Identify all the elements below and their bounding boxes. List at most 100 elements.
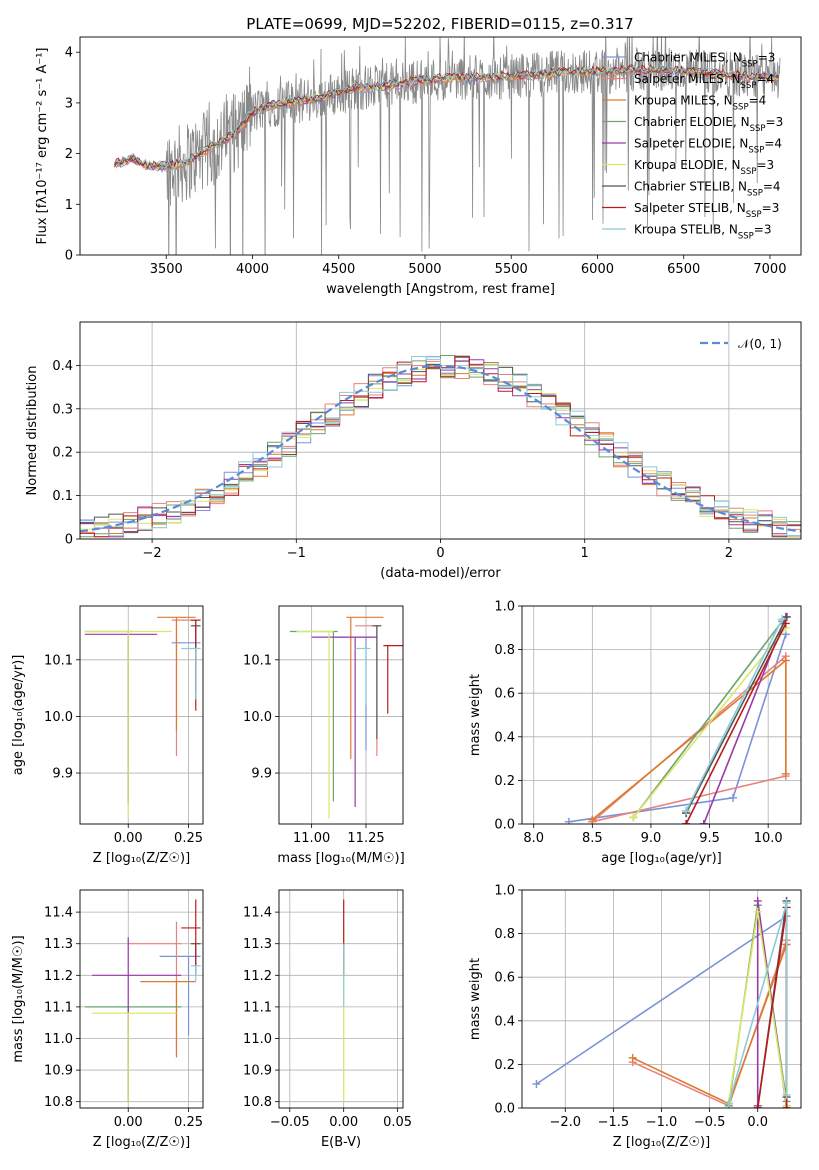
- legend-label: Chabrier ELODIE, NSSP=3: [634, 115, 783, 134]
- y-tick-label: 0.2: [52, 446, 73, 461]
- y-tick-label: 9.9: [52, 767, 73, 782]
- weight-marker: [564, 817, 573, 824]
- x-tick-label: 3500: [150, 262, 183, 277]
- axes-frame: [79, 889, 204, 1109]
- x-tick-label: 8.0: [523, 831, 544, 846]
- y-tick-label: 11.1: [243, 1000, 272, 1015]
- legend-label-subscript: SSP: [733, 103, 749, 113]
- axes-weight_vs_Z: −2.0 −1.5 −1.0 −0.5 0.0 0.0 0.2 0.4 0.6 0.8 1.0 Z […: [468, 884, 802, 1150]
- grid-lines: [80, 322, 801, 540]
- x-tick-label: −2: [143, 546, 162, 561]
- x-tick-label: 6000: [581, 262, 614, 277]
- y-tick-label: 11.3: [243, 937, 272, 952]
- x-axis-label: age [log₁₀(age/yr)]: [601, 851, 722, 866]
- weight-marker: [781, 619, 790, 628]
- axes-frame: [521, 889, 802, 1109]
- y-axis-label: mass [log₁₀(M/M☉)]: [11, 935, 26, 1062]
- legend-label-subscript: SSP: [741, 81, 757, 91]
- weight-marker: [782, 1090, 791, 1099]
- weight-marker: [782, 899, 791, 908]
- plot-area: [84, 899, 201, 1102]
- legend-label-suffix: =3: [758, 51, 776, 65]
- y-axis-label: mass weight: [468, 958, 483, 1040]
- axes-frame: [278, 605, 404, 825]
- y-tick-label: 10.8: [44, 1095, 73, 1110]
- plot-area: [564, 612, 791, 824]
- x-tick-label: 1: [581, 546, 589, 561]
- y-tick-label: 0: [65, 249, 73, 264]
- x-axis-label: mass [log₁₀(M/M☉)]: [277, 851, 404, 866]
- y-tick-label: 11.0: [44, 1032, 73, 1047]
- x-tick-label: 6500: [667, 262, 700, 277]
- x-tick-label: 10.0: [754, 831, 783, 846]
- y-axis-label: Flux [fλ10⁻¹⁷ erg cm⁻² s⁻¹ A⁻¹]: [35, 48, 50, 245]
- legend-label-gaussian: 𝒩(0, 1): [738, 337, 782, 351]
- y-tick-label: 0.2: [494, 1058, 515, 1073]
- weight-marker: [682, 820, 691, 824]
- y-tick-label: 9.9: [251, 767, 272, 782]
- weight-line: [685, 623, 787, 824]
- plot-area: [289, 616, 403, 819]
- grid-lines: [279, 890, 403, 1108]
- axes-spectrum: 3500 4000 4500 5000 5500 6000 6500 7000 0 1 2 3 4 wav…: [35, 36, 802, 297]
- weight-marker: [782, 1104, 791, 1108]
- x-tick-label: 7000: [753, 262, 786, 277]
- spectrum-model-line: [114, 63, 780, 170]
- x-tick-label: 0: [436, 546, 444, 561]
- weight-line: [591, 658, 787, 821]
- y-tick-label: 10.9: [44, 1064, 73, 1079]
- legend-label-suffix: =4: [749, 94, 767, 108]
- weight-marker: [588, 815, 597, 824]
- axes-mass_vs_ebv: −0.05 0.00 0.05 10.8 10.9 11.0 11.1 11.2 11.3 11.…: [243, 889, 412, 1150]
- x-tick-label: 5000: [408, 262, 441, 277]
- axes-frame: [79, 36, 802, 256]
- y-tick-label: 10.8: [243, 1095, 272, 1110]
- y-tick-label: 1.0: [494, 884, 515, 899]
- legend-label: Kroupa ELODIE, NSSP=3: [634, 158, 774, 177]
- y-tick-label: 0.6: [494, 971, 515, 986]
- y-tick-label: 0.4: [494, 1014, 515, 1029]
- x-tick-label: 9.0: [641, 831, 662, 846]
- y-tick-label: 2: [65, 147, 73, 162]
- x-tick-label: 9.5: [699, 831, 720, 846]
- y-tick-label: 0.4: [52, 359, 73, 374]
- axes-frame: [79, 321, 802, 540]
- legend-label: Salpeter ELODIE, NSSP=4: [634, 137, 782, 156]
- weight-marker: [753, 1104, 762, 1108]
- weight-marker: [682, 806, 691, 815]
- y-tick-label: 11.4: [243, 906, 272, 921]
- histogram-step: [80, 356, 801, 537]
- x-tick-label: 0.05: [383, 1115, 412, 1130]
- weight-marker: [782, 612, 791, 621]
- y-tick-label: 0.8: [494, 927, 515, 942]
- weight-marker: [628, 1053, 637, 1062]
- x-tick-label: 0.0: [747, 1115, 768, 1130]
- y-tick-label: 10.1: [243, 653, 272, 668]
- y-tick-label: 1.0: [494, 600, 515, 615]
- weight-marker: [629, 813, 638, 822]
- plot-area: [84, 616, 201, 819]
- x-tick-label: −0.05: [270, 1115, 310, 1130]
- x-tick-label: 8.5: [582, 831, 603, 846]
- legend-label-subscript: SSP: [748, 146, 764, 156]
- legend-label-suffix: =4: [756, 72, 774, 86]
- legend-label: Salpeter STELIB, NSSP=3: [634, 201, 779, 220]
- spectrum-data-line: [114, 37, 781, 255]
- legend-label-suffix: =3: [762, 201, 780, 215]
- y-tick-label: 11.4: [44, 906, 73, 921]
- y-axis-label: age [log₁₀(age/yr)]: [11, 655, 26, 776]
- weight-marker: [532, 1080, 541, 1089]
- x-tick-label: 4500: [322, 262, 355, 277]
- y-tick-label: 10.0: [243, 710, 272, 725]
- plots: 3500 4000 4500 5000 5500 6000 6500 7000 0 1 2 3 4 wav…: [11, 36, 802, 1150]
- y-tick-label: 0.3: [52, 402, 73, 417]
- y-tick-label: 0.4: [494, 730, 515, 745]
- weight-marker: [781, 769, 790, 778]
- legend-label-suffix: =4: [763, 180, 781, 194]
- weight-marker: [781, 656, 790, 665]
- axes-frame: [79, 605, 204, 825]
- legend-label-subscript: SSP: [742, 60, 758, 70]
- weight-line: [568, 634, 787, 823]
- legend-label: Chabrier STELIB, NSSP=4: [634, 180, 781, 199]
